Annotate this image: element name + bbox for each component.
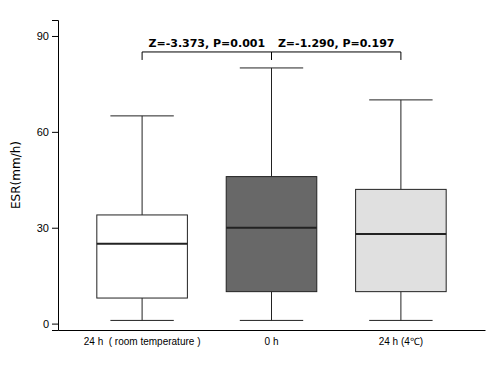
bracket-tick	[142, 52, 143, 60]
x-tick-label: 0 h	[265, 336, 279, 347]
bracket	[142, 52, 271, 60]
y-tick-mark	[52, 132, 58, 133]
upper-cap	[369, 99, 432, 100]
box-body	[356, 189, 447, 291]
y-tick: 30	[37, 222, 58, 234]
marks	[97, 52, 446, 320]
annotations: Z=-3.373, P=0.001 Z=-1.290, P=0.197	[148, 37, 394, 50]
median	[97, 243, 188, 245]
y-tick-mark	[52, 324, 58, 325]
x-axis: 24 h ( room temperature ) 0 h 24 h (4℃)	[59, 331, 486, 348]
y-tick: 90	[37, 30, 58, 42]
y-tick-label: 0	[43, 318, 49, 330]
y-tick-mark	[52, 36, 58, 37]
upper-whisker	[142, 116, 143, 215]
x-tick-label: 24 h ( room temperature )	[84, 336, 201, 347]
x-axis-line	[59, 330, 486, 331]
lower-cap	[240, 320, 303, 321]
median	[356, 233, 447, 235]
lower-cap	[110, 320, 173, 321]
y-tick-label: 30	[37, 222, 49, 234]
median	[226, 227, 317, 229]
box	[97, 116, 188, 321]
y-tick-label: 60	[37, 126, 49, 138]
annotation-text: Z=-3.373, P=0.001	[148, 37, 265, 50]
y-tick: 0	[43, 318, 58, 330]
x-tick: 24 h (4℃)	[379, 336, 423, 347]
bracket-tick	[271, 52, 272, 60]
lower-whisker	[271, 292, 272, 321]
y-axis-line	[52, 21, 59, 331]
annotation-text: Z=-1.290, P=0.197	[278, 37, 395, 50]
bracket	[272, 52, 401, 60]
y-tick-mark	[52, 228, 58, 229]
x-tick: 0 h	[265, 336, 279, 347]
y-axis: 0 30 60 90	[37, 21, 59, 331]
y-tick: 60	[37, 126, 58, 138]
upper-cap	[110, 115, 173, 116]
bracket-tick	[271, 52, 272, 60]
y-axis-title: ESR(mm/h)	[9, 141, 23, 209]
chart: 030609024 h ( room temperature )0 h24 h …	[0, 0, 500, 370]
bracket-bar	[272, 51, 401, 52]
y-tick-label: 90	[37, 30, 49, 42]
x-tick: 24 h ( room temperature )	[84, 336, 201, 347]
x-tick-label: 24 h (4℃)	[379, 336, 423, 347]
upper-whisker	[271, 68, 272, 177]
upper-cap	[240, 67, 303, 68]
box-body	[226, 177, 317, 292]
lower-whisker	[400, 292, 401, 321]
lower-whisker	[142, 298, 143, 320]
box	[226, 68, 317, 320]
upper-whisker	[400, 100, 401, 189]
box	[356, 100, 447, 321]
plot-area: 030609024 h ( room temperature )0 h24 h …	[37, 21, 486, 348]
box-body	[97, 215, 188, 298]
bracket-bar	[142, 51, 271, 52]
lower-cap	[369, 320, 432, 321]
bracket-tick	[400, 52, 401, 60]
